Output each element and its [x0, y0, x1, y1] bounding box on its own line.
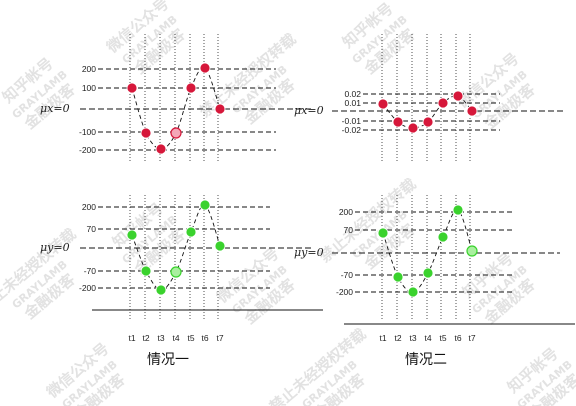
tick-label: 0.02: [344, 89, 361, 99]
tick-label: -70: [341, 270, 354, 280]
time-label-t2: t2: [394, 333, 401, 343]
data-point-t6: [452, 90, 464, 102]
mean-label: μx=0: [294, 104, 324, 117]
tick-label: 200: [82, 64, 96, 74]
data-point-t7: [214, 103, 226, 115]
tick-label: -0.01: [342, 116, 362, 126]
data-point-t5: [437, 231, 449, 243]
data-point-t3: [407, 122, 419, 134]
data-point-t5: [185, 82, 197, 94]
data-point-t3: [155, 284, 167, 296]
data-point-t1: [377, 227, 389, 239]
mean-label: μy=0: [40, 241, 70, 254]
x-series-plot: 0.020.01 -0.01-0.02 μx=0: [294, 34, 565, 162]
data-point-t4: [170, 127, 182, 139]
time-label-t3: t3: [409, 333, 416, 343]
x-series-plot: 200 100 -100 -200 μx=0: [40, 34, 312, 162]
data-point-t6: [452, 204, 464, 216]
data-point-t2: [392, 116, 404, 128]
data-point-t3: [155, 143, 167, 155]
data-point-t6: [199, 199, 211, 211]
panel-case-two: 0.020.01 -0.01-0.02 μx=0 200 70 -70 -200 μy=0 t1…: [294, 34, 575, 368]
time-label-t4: t4: [172, 333, 179, 343]
data-point-t4: [422, 267, 434, 279]
data-point-t2: [140, 265, 152, 277]
data-point-t4: [170, 266, 182, 278]
y-series-plot: 200 70 -70 -200 μy=0: [40, 195, 312, 320]
tick-label: 70: [344, 225, 354, 235]
data-point-t7: [466, 105, 478, 117]
tick-label: -0.02: [342, 125, 362, 135]
tick-label: 100: [82, 83, 96, 93]
time-label-t6: t6: [454, 333, 461, 343]
tick-label: 200: [82, 202, 96, 212]
tick-label: -70: [84, 266, 97, 276]
panel-caption: 情况一: [147, 352, 189, 368]
tick-label: 70: [87, 224, 97, 234]
y-series-plot: 200 70 -70 -200 μy=0: [294, 195, 560, 320]
data-point-t5: [437, 97, 449, 109]
time-label-t4: t4: [424, 333, 431, 343]
time-label-t7: t7: [468, 333, 475, 343]
data-point-t4: [422, 116, 434, 128]
tick-label: -100: [79, 127, 96, 137]
panel-case-one: 200 100 -100 -200 μx=0 200 70 -70 -200 μy=0 t1 t2 t3…: [40, 34, 323, 368]
data-point-t2: [392, 271, 404, 283]
data-point-t7: [466, 245, 478, 257]
time-label-t1: t1: [128, 333, 135, 343]
data-point-t1: [377, 98, 389, 110]
tick-label: -200: [336, 287, 353, 297]
mean-label: μx=0: [40, 102, 70, 115]
tick-label: -200: [79, 145, 96, 155]
data-point-t1: [126, 82, 138, 94]
data-point-t7: [214, 240, 226, 252]
tick-label: -200: [79, 283, 96, 293]
time-label-t7: t7: [216, 333, 223, 343]
data-point-t6: [199, 62, 211, 74]
tick-label: 200: [339, 207, 353, 217]
time-label-t2: t2: [142, 333, 149, 343]
time-label-t3: t3: [157, 333, 164, 343]
tick-label: 0.01: [344, 98, 361, 108]
panel-caption: 情况二: [405, 352, 447, 368]
time-label-t5: t5: [439, 333, 446, 343]
data-point-t3: [407, 286, 419, 298]
time-label-t1: t1: [379, 333, 386, 343]
data-point-t5: [185, 226, 197, 238]
mean-label: μy=0: [294, 246, 324, 259]
data-point-t2: [140, 127, 152, 139]
time-label-t6: t6: [201, 333, 208, 343]
time-label-t5: t5: [187, 333, 194, 343]
data-point-t1: [126, 229, 138, 241]
